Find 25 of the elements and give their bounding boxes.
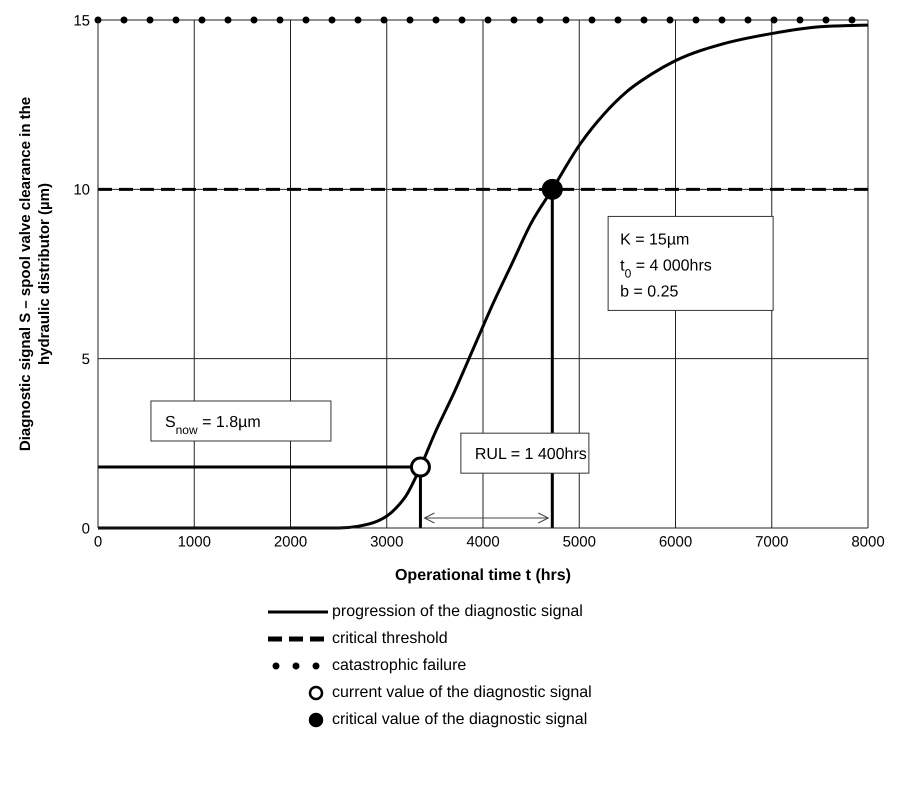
x-tick-label: 5000 <box>562 534 596 551</box>
y-tick-label: 10 <box>73 182 90 199</box>
x-tick-label: 7000 <box>755 534 788 551</box>
legend-label: current value of the diagnostic signal <box>332 684 592 701</box>
annotation: S$_{now}$ = 1.8µm <box>164 414 261 437</box>
y-tick-label: 5 <box>82 350 90 368</box>
legend-label: progression of the diagnostic signal <box>332 603 583 620</box>
x-tick-label: 6000 <box>658 534 692 551</box>
x-tick-label: 3000 <box>370 534 404 551</box>
y-tick-label: 15 <box>73 12 90 30</box>
x-axis-title: Operational time t (hrs) <box>394 567 572 584</box>
x-tick-label: 1000 <box>178 534 211 551</box>
y-tick-label: 0 <box>82 520 90 538</box>
x-tick-label: 8000 <box>851 534 885 551</box>
annotation: t$_{0}$ = 4 000hrs <box>620 257 712 280</box>
annotation: K = 15µm <box>620 231 690 248</box>
x-tick-label: 2000 <box>274 534 308 551</box>
y-axis-title: Diagnostic signal S – spool valve clearance in the hydraulic distributor (µm) <box>17 96 53 452</box>
legend-label: critical value of the diagnostic signal <box>332 711 588 728</box>
x-tick-label: 0 <box>94 534 102 551</box>
annotation: b = 0.25 <box>620 283 678 300</box>
legend-label: catastrophic failure <box>332 657 466 674</box>
annotation: RUL = 1 400hrs <box>474 446 587 464</box>
x-tick-label: 4000 <box>466 534 500 551</box>
legend-label: critical threshold <box>332 630 448 647</box>
